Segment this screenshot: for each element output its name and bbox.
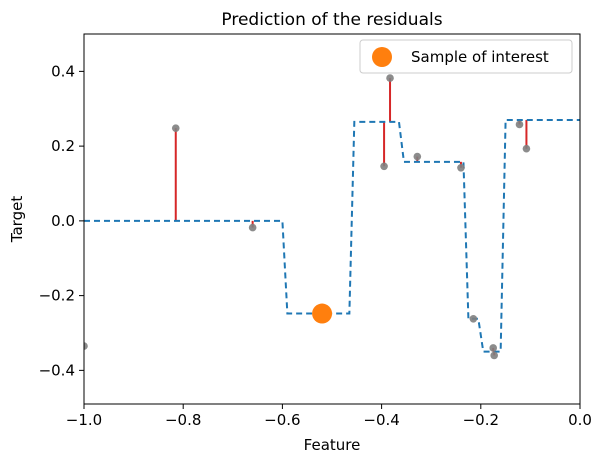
data-point-7 (469, 314, 478, 323)
chart-title: Prediction of the residuals (221, 10, 442, 30)
legend-label: Sample of interest (411, 48, 549, 66)
y-tick-label-3: 0.2 (51, 137, 75, 155)
data-point-10 (515, 120, 524, 129)
data-point-5 (413, 152, 422, 161)
x-axis-ticks: −1.0 −0.8 −0.6 −0.4 −0.2 0.0 (66, 404, 592, 429)
data-point-3 (380, 162, 388, 171)
x-tick-label-0: −1.0 (66, 411, 102, 429)
y-tick-label-0: −0.4 (39, 361, 75, 379)
legend-marker (372, 47, 392, 67)
data-point-1 (171, 124, 180, 132)
data-point-2 (248, 223, 257, 232)
plot-area (84, 74, 580, 360)
y-axis-label: Target (8, 196, 26, 244)
y-tick-label-1: −0.2 (39, 287, 75, 305)
legend-box (359, 39, 573, 74)
y-axis-ticks: −0.4 −0.2 0.0 0.2 0.4 (39, 62, 84, 379)
data-point-11 (522, 144, 531, 153)
legend: Sample of interest (359, 39, 573, 74)
x-tick-label-3: −0.4 (363, 411, 399, 429)
data-point-6 (457, 163, 465, 172)
data-point-4 (386, 74, 394, 82)
y-tick-label-4: 0.4 (51, 62, 75, 80)
sample-of-interest-marker (312, 303, 333, 324)
prediction-step-line (84, 118, 580, 353)
y-tick-label-2: 0.0 (51, 212, 75, 230)
x-tick-label-5: 0.0 (568, 411, 592, 429)
plot-frame (83, 33, 581, 405)
x-tick-label-2: −0.6 (264, 411, 300, 429)
x-axis-label: Feature (304, 436, 361, 454)
x-tick-label-4: −0.2 (463, 411, 499, 429)
data-point-9 (490, 351, 498, 360)
data-point-8 (489, 344, 498, 352)
data-point-0 (84, 342, 88, 350)
data-points (84, 74, 531, 360)
x-tick-label-1: −0.8 (165, 411, 201, 429)
